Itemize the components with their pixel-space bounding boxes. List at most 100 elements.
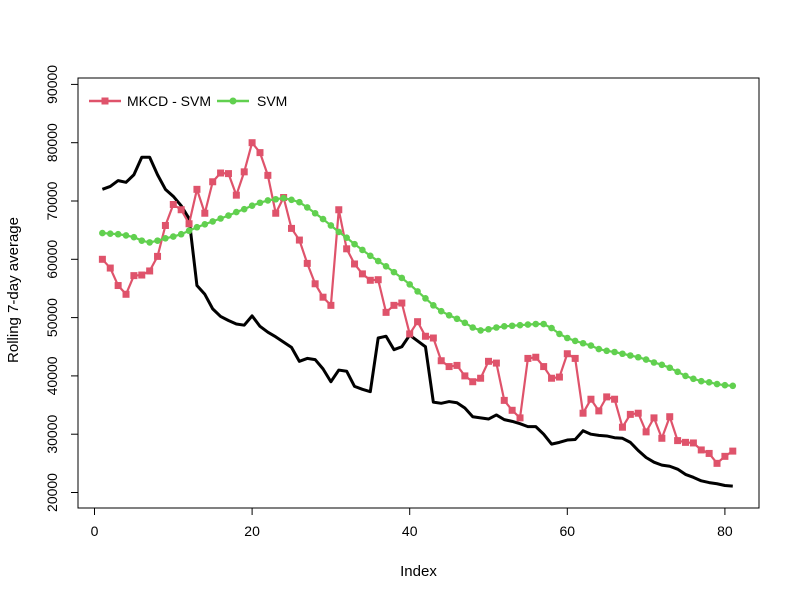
y-tick-label: 60000 [44, 240, 60, 279]
data-point-mkcd-svm [224, 170, 232, 178]
data-point-mkcd-svm [288, 224, 295, 232]
data-point-mkcd-svm [508, 406, 516, 414]
data-point-mkcd-svm [295, 236, 303, 244]
data-point-svm [611, 348, 618, 356]
data-point-mkcd-svm [579, 409, 587, 417]
y-tick-label: 40000 [44, 356, 60, 395]
data-point-mkcd-svm [209, 178, 217, 186]
data-point-svm [500, 323, 508, 330]
data-point-svm [627, 352, 634, 359]
data-point-svm [146, 239, 153, 246]
data-point-mkcd-svm [650, 414, 658, 422]
data-point-svm [469, 324, 477, 331]
data-point-mkcd-svm [114, 282, 122, 290]
data-point-svm [225, 212, 232, 219]
data-point-mkcd-svm [351, 260, 359, 268]
data-point-svm [445, 311, 453, 319]
data-point-svm [264, 197, 272, 204]
data-point-svm [548, 324, 555, 332]
data-point-mkcd-svm [516, 414, 524, 422]
data-point-mkcd-svm [500, 396, 508, 404]
data-point-mkcd-svm [311, 280, 319, 288]
data-point-mkcd-svm [106, 264, 114, 272]
data-point-mkcd-svm [169, 200, 177, 208]
data-point-mkcd-svm [697, 446, 705, 454]
data-point-svm [634, 353, 642, 361]
data-point-svm [185, 227, 193, 235]
data-point-mkcd-svm [682, 438, 689, 446]
data-point-svm [99, 229, 106, 237]
data-point-mkcd-svm [398, 299, 406, 307]
data-point-svm [477, 327, 484, 334]
data-point-mkcd-svm [689, 439, 697, 447]
data-point-mkcd-svm [658, 434, 666, 442]
data-point-svm [130, 233, 138, 241]
data-point-mkcd-svm [634, 409, 642, 417]
data-point-svm [461, 319, 469, 327]
data-point-svm [508, 322, 516, 330]
x-tick-label: 20 [244, 523, 260, 539]
data-point-svm [154, 237, 161, 244]
data-point-svm [209, 218, 216, 225]
data-point-svm [138, 237, 146, 244]
data-point-svm [713, 380, 721, 388]
x-tick-label: 80 [717, 523, 733, 539]
data-point-mkcd-svm [429, 334, 437, 342]
data-point-svm [193, 223, 201, 231]
data-point-mkcd-svm [272, 209, 280, 217]
data-point-svm [256, 199, 264, 207]
data-point-svm [280, 194, 287, 202]
data-point-mkcd-svm [161, 221, 169, 229]
series-line-baseline [101, 155, 733, 488]
data-point-mkcd-svm [548, 374, 556, 382]
data-point-svm [564, 334, 571, 342]
data-point-svm [122, 232, 130, 239]
data-point-svm [319, 215, 327, 223]
data-point-mkcd-svm [618, 423, 626, 431]
data-point-mkcd-svm [524, 354, 532, 362]
data-point-svm [367, 252, 374, 260]
data-point-svm [303, 204, 311, 211]
data-point-svm [658, 361, 666, 369]
data-point-mkcd-svm [193, 185, 201, 193]
data-point-mkcd-svm [603, 393, 611, 401]
data-point-svm [398, 274, 406, 282]
data-point-svm [540, 320, 547, 328]
data-point-mkcd-svm [674, 437, 682, 445]
data-point-svm [359, 246, 366, 254]
data-point-svm [682, 372, 689, 380]
data-point-svm [453, 315, 461, 323]
data-point-svm [422, 295, 429, 302]
data-point-svm [524, 321, 532, 328]
data-point-svm [493, 324, 500, 331]
data-point-mkcd-svm [721, 452, 729, 460]
data-point-mkcd-svm [98, 255, 106, 263]
data-point-mkcd-svm [453, 361, 461, 369]
data-point-svm [248, 202, 256, 209]
data-point-svm [666, 364, 674, 372]
data-point-svm [721, 381, 729, 389]
data-point-svm [201, 221, 209, 228]
legend-label-mkcd-svm: MKCD - SVM [127, 93, 211, 109]
data-point-svm [374, 257, 382, 265]
data-point-mkcd-svm [366, 276, 374, 284]
legend-swatch-marker-svm [229, 97, 237, 105]
data-point-mkcd-svm [421, 332, 429, 340]
data-point-mkcd-svm [626, 410, 634, 418]
data-point-mkcd-svm [146, 267, 154, 275]
data-point-svm [327, 222, 335, 229]
data-point-svm [595, 345, 603, 353]
y-tick-label: 70000 [44, 181, 60, 220]
data-point-svm [516, 321, 524, 329]
data-point-mkcd-svm [611, 395, 619, 403]
x-axis-title: Index [400, 563, 437, 580]
data-point-svm [579, 339, 587, 347]
data-point-mkcd-svm [335, 206, 343, 214]
data-point-svm [603, 347, 610, 355]
data-point-mkcd-svm [343, 245, 351, 253]
data-point-svm [437, 307, 445, 315]
data-point-svm [690, 375, 697, 383]
data-point-svm [335, 228, 343, 236]
data-point-mkcd-svm [217, 169, 225, 177]
